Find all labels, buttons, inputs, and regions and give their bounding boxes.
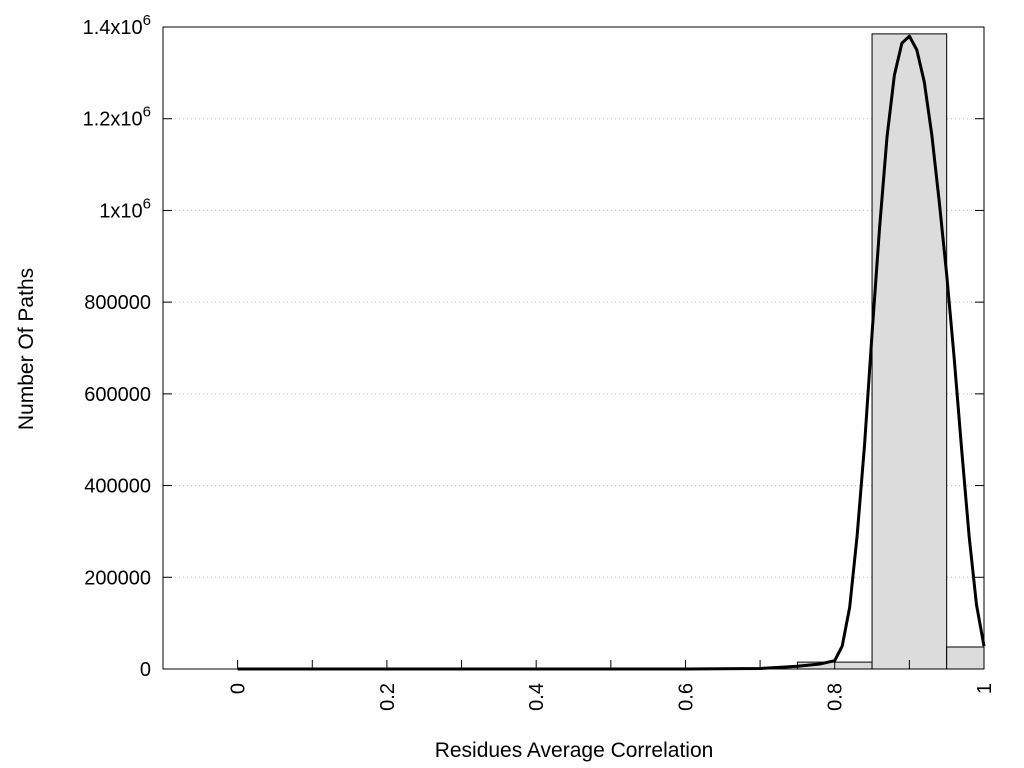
y-tick-label-4: 800000 [84, 292, 151, 314]
y-tick-label-0: 0 [140, 659, 151, 681]
y-tick-label-3: 600000 [84, 384, 151, 406]
x-tick-label-4: 0.8 [825, 683, 847, 711]
y-tick-label-5: 1x106 [99, 195, 151, 222]
x-tick-label-1: 0.2 [377, 683, 399, 711]
histogram-bars [796, 33, 985, 670]
x-tick-label-2: 0.4 [526, 683, 548, 711]
plot-frame [162, 26, 985, 670]
x-tick-label-0: 0 [228, 683, 250, 694]
y-tick-label-6: 1.2x106 [83, 104, 151, 131]
y-axis: 0 200000 400000 600000 800000 1x106 1.2x106 1.4… [83, 12, 984, 681]
fit-curve-layer [237, 34, 986, 671]
y-tick-label-1: 200000 [84, 567, 151, 589]
histogram-bar-1 [871, 33, 948, 670]
y-axis-title: Number Of Paths [15, 268, 38, 430]
x-tick-label-5: 1 [974, 683, 996, 694]
x-axis-title: Residues Average Correlation [435, 739, 714, 762]
grid-lines [163, 118, 984, 578]
y-tick-label-2: 400000 [84, 476, 151, 498]
fit-curve [237, 34, 986, 671]
histogram-bar-2 [946, 646, 985, 670]
x-tick-label-3: 0.6 [675, 683, 697, 711]
y-tick-label-7: 1.4x106 [83, 12, 151, 39]
x-axis: 0 0.2 0.4 0.6 0.8 1 [228, 660, 996, 711]
